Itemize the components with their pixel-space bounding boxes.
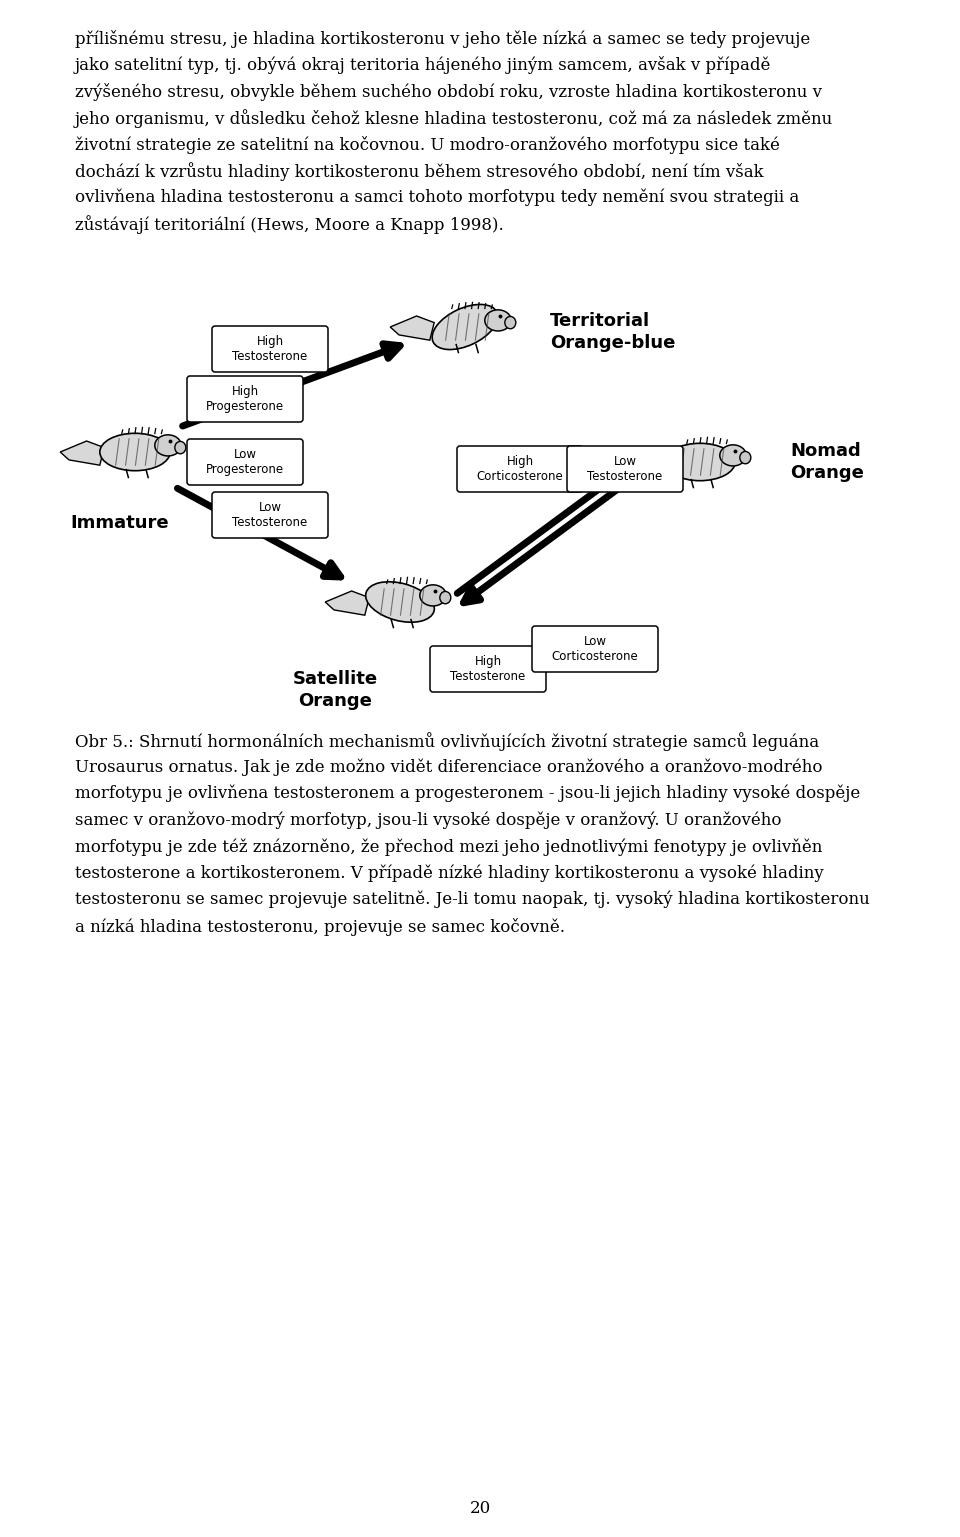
Text: zvýšeného stresu, obvykle během suchého období roku, vzroste hladina kortikoster: zvýšeného stresu, obvykle během suchého … — [75, 83, 822, 101]
Text: Low
Progesterone: Low Progesterone — [206, 447, 284, 476]
Ellipse shape — [505, 317, 516, 329]
Ellipse shape — [440, 592, 451, 604]
FancyBboxPatch shape — [457, 446, 583, 492]
Polygon shape — [390, 317, 434, 340]
Text: dochází k vzrůstu hladiny kortikosteronu během stresového období, není tím však: dochází k vzrůstu hladiny kortikosteronu… — [75, 163, 763, 181]
Text: High
Testosterone: High Testosterone — [450, 655, 526, 682]
Text: Low
Testosterone: Low Testosterone — [588, 455, 662, 483]
Text: testosterone a kortikosteronem. V případě nízké hladiny kortikosteronu a vysoké : testosterone a kortikosteronem. V případ… — [75, 864, 824, 882]
Text: a nízká hladina testosteronu, projevuje se samec kočovně.: a nízká hladina testosteronu, projevuje … — [75, 918, 565, 936]
Text: samec v oranžovo-modrý morfotyp, jsou-li vysoké dospěje v oranžový. U oranžového: samec v oranžovo-modrý morfotyp, jsou-li… — [75, 812, 781, 828]
Text: Satellite
Orange: Satellite Orange — [293, 670, 377, 710]
FancyBboxPatch shape — [212, 492, 328, 538]
Ellipse shape — [100, 433, 170, 470]
Text: ovlivňena hladina testosteronu a samci tohoto morfotypu tedy nemění svou strateg: ovlivňena hladina testosteronu a samci t… — [75, 189, 800, 206]
Polygon shape — [325, 592, 370, 615]
Text: 20: 20 — [469, 1500, 491, 1517]
Text: High
Testosterone: High Testosterone — [232, 335, 307, 363]
FancyBboxPatch shape — [187, 377, 303, 423]
Text: testosteronu se samec projevuje satelitně. Je-li tomu naopak, tj. vysoký hladina: testosteronu se samec projevuje satelitn… — [75, 891, 870, 908]
Ellipse shape — [366, 583, 434, 622]
Ellipse shape — [720, 444, 746, 466]
Text: životní strategie ze satelitní na kočovnou. U modro-oranžového morfotypu sice ta: životní strategie ze satelitní na kočovn… — [75, 135, 780, 154]
Ellipse shape — [432, 304, 498, 349]
Text: zůstávají teritoriální (Hews, Moore a Knapp 1998).: zůstávají teritoriální (Hews, Moore a Kn… — [75, 215, 504, 235]
Text: High
Progesterone: High Progesterone — [206, 384, 284, 413]
Text: High
Corticosterone: High Corticosterone — [476, 455, 564, 483]
Text: morfotypu je zde též znázorněno, že přechod mezi jeho jednotlivými fenotypy je o: morfotypu je zde též znázorněno, že přec… — [75, 838, 823, 856]
Ellipse shape — [740, 452, 751, 464]
Text: Low
Testosterone: Low Testosterone — [232, 501, 307, 529]
Text: Low
Corticosterone: Low Corticosterone — [552, 635, 638, 662]
Ellipse shape — [175, 441, 186, 453]
Ellipse shape — [155, 435, 181, 456]
FancyBboxPatch shape — [212, 326, 328, 372]
Ellipse shape — [485, 310, 512, 330]
Text: Immature: Immature — [71, 513, 169, 532]
FancyBboxPatch shape — [187, 440, 303, 486]
Text: Nomad
Orange: Nomad Orange — [790, 443, 864, 481]
Text: Urosaurus ornatus. Jak je zde možno vidět diferenciace oranžového a oranžovo-mod: Urosaurus ornatus. Jak je zde možno vidě… — [75, 758, 823, 776]
Text: Territorial
Orange-blue: Territorial Orange-blue — [550, 312, 676, 352]
FancyBboxPatch shape — [430, 646, 546, 692]
FancyBboxPatch shape — [567, 446, 683, 492]
Text: přílišnému stresu, je hladina kortikosteronu v jeho těle nízká a samec se tedy p: přílišnému stresu, je hladina kortikoste… — [75, 31, 810, 48]
Polygon shape — [625, 450, 669, 475]
Ellipse shape — [420, 586, 446, 606]
Text: Obr 5.: Shrnutí hormonálních mechanismů ovlivňujících životní strategie samců le: Obr 5.: Shrnutí hormonálních mechanismů … — [75, 732, 819, 752]
Text: jako satelitní typ, tj. obývá okraj teritoria hájeného jiným samcem, avšak v pří: jako satelitní typ, tj. obývá okraj teri… — [75, 57, 772, 74]
Text: jeho organismu, v důsledku čehož klesne hladina testosteronu, což má za následek: jeho organismu, v důsledku čehož klesne … — [75, 109, 833, 129]
FancyBboxPatch shape — [532, 626, 658, 672]
Text: morfotypu je ovlivňena testosteronem a progesteronem - jsou-li jejich hladiny vy: morfotypu je ovlivňena testosteronem a p… — [75, 785, 860, 802]
Ellipse shape — [664, 443, 735, 481]
Polygon shape — [60, 441, 105, 466]
